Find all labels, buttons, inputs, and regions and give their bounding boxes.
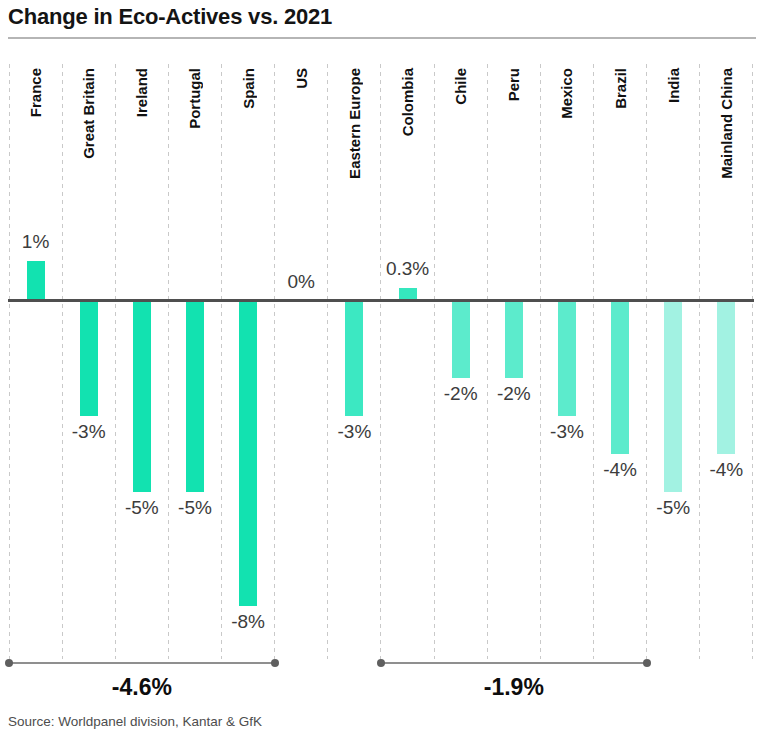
bar-chart: France Great Britain Ireland Portugal Spain U… [0, 0, 762, 736]
bar-mexico [558, 302, 576, 416]
value-label-spain: -8% [213, 611, 283, 633]
value-label-mexico: -3% [532, 421, 602, 443]
category-label: Colombia [399, 68, 416, 136]
value-label-france: 1% [1, 231, 71, 253]
eco-actives-infographic: Change in Eco-Actives vs. 2021 FranceGre… [0, 0, 762, 736]
group-average-label: -4.6% [72, 674, 212, 701]
column-header-peru: Peru [487, 68, 540, 243]
source-note: Source: Worldpanel division, Kantar & Gf… [8, 714, 262, 729]
category-label: France [27, 68, 44, 117]
bar-colombia [399, 288, 417, 299]
category-label: Portugal [186, 68, 203, 129]
group-bracket-dot [643, 659, 651, 667]
bar-ireland [133, 302, 151, 492]
group-average-label: -1.9% [444, 674, 584, 701]
category-label: Spain [240, 68, 257, 109]
column-header-portugal: Portugal [168, 68, 221, 243]
value-label-us: 0% [266, 271, 336, 293]
column-header-chile: Chile [434, 68, 487, 243]
category-label: Peru [505, 68, 522, 101]
column-header-brazil: Brazil [594, 68, 647, 243]
category-label: Mexico [558, 68, 575, 119]
column-header-mexico: Mexico [540, 68, 593, 243]
column-header-colombia: Colombia [381, 68, 434, 243]
group-bracket-line [9, 662, 275, 664]
column-header-us: US [275, 68, 328, 243]
column-header-france: France [9, 68, 62, 243]
category-label: India [665, 68, 682, 103]
value-label-colombia: 0.3% [373, 258, 443, 280]
value-label-great-britain: -3% [54, 421, 124, 443]
category-label: Chile [452, 68, 469, 105]
category-label: Brazil [612, 68, 629, 109]
bar-great-britain [80, 302, 98, 416]
value-label-eastern-europe: -3% [319, 421, 389, 443]
category-label: Great Britain [80, 68, 97, 159]
group-bracket-dot [271, 659, 279, 667]
group-bracket-line [381, 662, 647, 664]
column-header-india: India [647, 68, 700, 243]
bar-portugal [186, 302, 204, 492]
zero-axis-line [8, 299, 754, 302]
bar-india [664, 302, 682, 492]
column-header-mainland-china: Mainland China [700, 68, 753, 243]
column-header-great-britain: Great Britain [62, 68, 115, 243]
value-label-brazil: -4% [585, 459, 655, 481]
bar-peru [505, 302, 523, 378]
bar-mainland-china [717, 302, 735, 454]
category-label: US [293, 68, 310, 89]
bar-eastern-europe [345, 302, 363, 416]
column-header-spain: Spain [222, 68, 275, 243]
column-header-ireland: Ireland [115, 68, 168, 243]
bar-brazil [611, 302, 629, 454]
category-label: Ireland [133, 68, 150, 117]
column-header-eastern-europe: Eastern Europe [328, 68, 381, 243]
group-bracket-dot [377, 659, 385, 667]
bar-france [27, 261, 45, 299]
category-label: Mainland China [718, 68, 735, 179]
value-label-portugal: -5% [160, 497, 230, 519]
value-label-india: -5% [638, 497, 708, 519]
category-label: Eastern Europe [346, 68, 363, 179]
group-bracket-dot [5, 659, 13, 667]
bar-spain [239, 302, 257, 606]
value-label-mainland-china: -4% [691, 459, 761, 481]
value-label-peru: -2% [479, 383, 549, 405]
bar-chile [452, 302, 470, 378]
